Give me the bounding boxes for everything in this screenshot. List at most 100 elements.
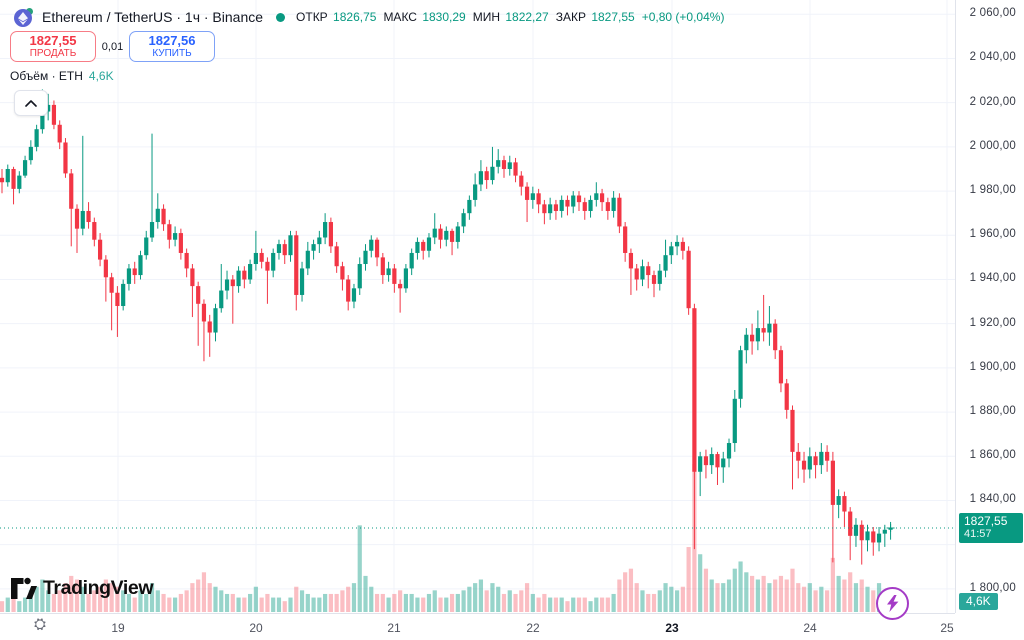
volume-bar xyxy=(473,583,478,612)
trade-panel: 1827,55 ПРОДАТЬ 0,01 1827,56 КУПИТЬ xyxy=(10,31,215,62)
volume-bar xyxy=(698,554,703,612)
volume-bar xyxy=(576,597,582,612)
candle xyxy=(265,261,270,271)
flash-boost-button[interactable] xyxy=(876,587,909,620)
volume-bar xyxy=(109,583,114,612)
candle xyxy=(236,270,241,287)
volume-bar xyxy=(161,593,166,612)
candle xyxy=(167,224,172,240)
volume-bar xyxy=(721,583,726,612)
price-axis-label: 1 960,00 xyxy=(969,228,1016,241)
sell-button[interactable]: 1827,55 ПРОДАТЬ xyxy=(10,31,96,62)
collapse-legend-button[interactable] xyxy=(14,90,48,116)
candle xyxy=(103,259,108,278)
volume-bar xyxy=(455,593,460,612)
sell-label: ПРОДАТЬ xyxy=(29,47,77,59)
volume-bar xyxy=(46,590,51,612)
candle xyxy=(22,160,28,176)
candle xyxy=(813,456,818,466)
volume-bar xyxy=(501,593,507,612)
candle xyxy=(634,268,639,280)
time-axis[interactable]: 19 20 21 22 23 24 25 xyxy=(0,613,955,640)
price-axis-label: 1 880,00 xyxy=(969,405,1016,418)
candle xyxy=(876,533,882,543)
axis-settings-gear-icon[interactable]: ⛭ xyxy=(28,613,52,635)
volume-bar xyxy=(496,586,501,612)
candle xyxy=(692,308,697,472)
candle xyxy=(536,193,541,205)
price-axis-label: 1 800,00 xyxy=(969,581,1016,594)
candle xyxy=(46,104,51,112)
candle xyxy=(582,202,587,211)
candle xyxy=(340,266,345,280)
candle xyxy=(248,264,253,280)
candle xyxy=(871,531,876,543)
volume-label: Объём · ETH xyxy=(10,69,83,83)
candle xyxy=(732,398,737,444)
volume-bar xyxy=(190,583,195,612)
candle xyxy=(565,199,570,207)
volume-bar xyxy=(680,586,685,612)
tradingview-logo[interactable]: TradingView xyxy=(10,577,154,600)
candle xyxy=(484,171,489,181)
symbol-title[interactable]: Ethereum / TetherUS · 1ч · Binance xyxy=(42,9,264,25)
volume-bar xyxy=(351,583,357,612)
candle xyxy=(380,257,385,276)
price-axis-label: 1 860,00 xyxy=(969,449,1016,462)
candle xyxy=(473,184,478,200)
candle xyxy=(294,235,299,295)
candle xyxy=(784,383,789,410)
candle xyxy=(311,244,316,251)
volume-bar xyxy=(732,568,737,612)
volume-bar xyxy=(709,579,714,612)
volume-bar xyxy=(403,593,408,612)
candle xyxy=(409,252,414,269)
market-status-dot[interactable] xyxy=(276,12,286,22)
volume-bar xyxy=(738,561,743,612)
volume-bar xyxy=(224,593,230,612)
candle xyxy=(213,308,218,333)
volume-bar xyxy=(611,593,616,612)
candle xyxy=(201,303,207,322)
volume-bar xyxy=(22,597,28,612)
candle xyxy=(449,230,455,242)
candle xyxy=(478,171,484,185)
volume-bar xyxy=(132,597,137,612)
candle xyxy=(328,222,333,247)
volume-bar xyxy=(11,593,16,612)
volume-bar xyxy=(253,586,258,612)
candle xyxy=(138,255,143,276)
candle xyxy=(403,268,408,289)
candle xyxy=(438,228,443,240)
volume-bar xyxy=(294,586,299,612)
candle xyxy=(767,323,772,333)
candle xyxy=(709,454,714,466)
volume-bar xyxy=(317,597,322,612)
volume-bar xyxy=(582,597,587,612)
lightning-bolt-icon xyxy=(887,595,899,612)
volume-bar xyxy=(265,593,270,612)
bar-countdown: 41:57 xyxy=(964,528,992,540)
candle xyxy=(588,199,593,211)
candle xyxy=(726,443,732,459)
buy-button[interactable]: 1827,56 КУПИТЬ xyxy=(129,31,215,62)
volume-bar xyxy=(444,597,449,612)
volume-bar xyxy=(334,593,339,612)
volume-bar xyxy=(871,590,876,612)
price-axis-label: 1 840,00 xyxy=(969,493,1016,506)
volume-bar xyxy=(432,590,437,612)
candle xyxy=(646,266,651,276)
candle xyxy=(617,197,622,227)
volume-bar xyxy=(323,593,328,612)
volume-bar xyxy=(657,590,662,612)
volume-bar xyxy=(536,597,541,612)
candle xyxy=(392,268,397,284)
candle xyxy=(698,456,703,472)
candle xyxy=(576,195,582,203)
candlestick-chart[interactable] xyxy=(0,0,955,613)
volume-bar xyxy=(646,593,651,612)
tradingview-wordmark: TradingView xyxy=(43,577,154,599)
current-price-badge: 1827,55 41:57 xyxy=(959,513,1023,543)
price-axis[interactable]: 2 060,00 2 040,00 2 020,00 2 000,00 1 980,00… xyxy=(955,0,1024,613)
volume-bar xyxy=(726,579,732,612)
